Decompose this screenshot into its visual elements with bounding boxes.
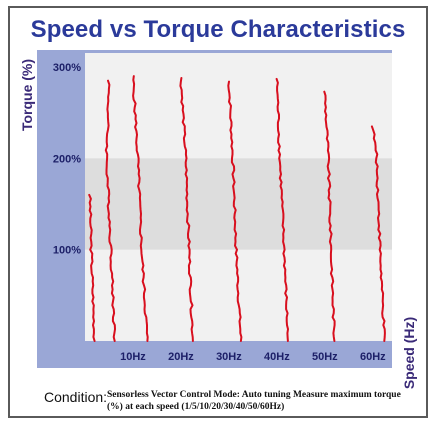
torque-curve [132, 75, 149, 342]
condition-text: Sensorless Vector Control Mode: Auto tun… [107, 390, 401, 412]
torque-curve [227, 80, 243, 342]
torque-curve [179, 77, 194, 342]
chart-title: Speed vs Torque Characteristics [30, 16, 406, 43]
torque-curve [323, 90, 336, 342]
y-tick-label: 100% [53, 245, 81, 257]
shaded-band [85, 158, 392, 250]
torque-curve [104, 79, 116, 342]
y-tick-label: 300% [53, 62, 81, 74]
x-tick-label: 40Hz [264, 351, 290, 363]
torque-curve [275, 77, 289, 342]
y-tick-label: 200% [53, 153, 81, 165]
x-tick-label: 10Hz [120, 351, 146, 363]
x-tick-label: 50Hz [312, 351, 338, 363]
x-tick-label: 20Hz [168, 351, 194, 363]
torque-curve [370, 125, 386, 342]
condition-note: Condition: Sensorless Vector Control Mod… [44, 388, 404, 418]
torque-curve [88, 193, 96, 342]
x-tick-label: 30Hz [216, 351, 242, 363]
x-tick-label: 60Hz [360, 351, 386, 363]
condition-label: Condition: [44, 389, 108, 405]
